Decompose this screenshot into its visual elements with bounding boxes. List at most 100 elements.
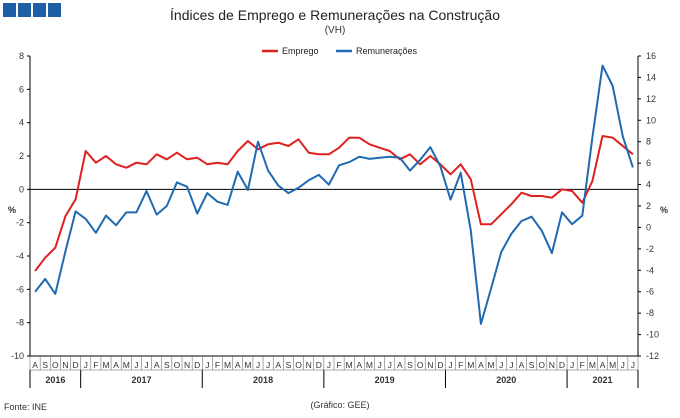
legend-label-emprego: Emprego	[282, 46, 319, 56]
right-tick-label: 16	[646, 51, 656, 61]
month-label: N	[306, 360, 312, 370]
month-label: M	[224, 360, 231, 370]
month-label: M	[589, 360, 596, 370]
logo-block	[18, 3, 31, 17]
left-tick-label: 2	[19, 151, 24, 161]
left-tick-label: -6	[16, 284, 24, 294]
month-label: J	[388, 360, 392, 370]
month-label: J	[256, 360, 260, 370]
month-label: J	[144, 360, 148, 370]
month-label: J	[621, 360, 625, 370]
month-label: J	[570, 360, 574, 370]
left-axis: 8 6 4 2 0 -2 -4 -6 -8 -10	[11, 51, 30, 361]
month-label: A	[235, 360, 241, 370]
month-label: N	[427, 360, 433, 370]
month-label: J	[448, 360, 452, 370]
year-label: 2017	[131, 375, 151, 385]
right-axis-label: %	[660, 205, 668, 215]
month-label: J	[266, 360, 270, 370]
month-label: O	[417, 360, 424, 370]
month-label: O	[538, 360, 545, 370]
month-label: J	[499, 360, 503, 370]
left-tick-label: 8	[19, 51, 24, 61]
month-label: M	[123, 360, 130, 370]
right-tick-label: -2	[646, 244, 654, 254]
month-label: A	[519, 360, 525, 370]
month-label: M	[488, 360, 495, 370]
right-axis: 16 14 12 10 8 6 4 2 0 -2 -4 -6 -8 -10 -12	[638, 51, 659, 361]
right-tick-label: 8	[646, 137, 651, 147]
year-label: 2021	[593, 375, 613, 385]
right-tick-label: -4	[646, 265, 654, 275]
logo-block	[33, 3, 46, 17]
month-label: N	[184, 360, 190, 370]
month-label: M	[467, 360, 474, 370]
left-tick-label: -8	[16, 318, 24, 328]
year-label: 2020	[496, 375, 516, 385]
month-label: J	[84, 360, 88, 370]
right-tick-label: 14	[646, 72, 656, 82]
month-label: D	[437, 360, 443, 370]
logo-blocks	[3, 3, 61, 17]
month-label: O	[52, 360, 59, 370]
left-tick-label: -4	[16, 251, 24, 261]
month-label: A	[397, 360, 403, 370]
right-tick-label: -6	[646, 287, 654, 297]
right-tick-label: 6	[646, 158, 651, 168]
month-label: S	[529, 360, 535, 370]
month-label: S	[407, 360, 413, 370]
right-tick-label: -12	[646, 351, 659, 361]
series-lines	[34, 64, 634, 325]
month-label: J	[509, 360, 513, 370]
year-label: 2018	[253, 375, 273, 385]
month-label: N	[62, 360, 68, 370]
chart-title: Índices de Emprego e Remunerações na Con…	[170, 7, 500, 23]
left-tick-label: 6	[19, 84, 24, 94]
month-label: N	[549, 360, 555, 370]
month-label: D	[194, 360, 200, 370]
month-label: M	[244, 360, 251, 370]
legend: Emprego Remunerações	[262, 46, 418, 56]
month-label: J	[134, 360, 138, 370]
right-tick-label: 2	[646, 201, 651, 211]
left-tick-label: -2	[16, 218, 24, 228]
month-label: J	[631, 360, 635, 370]
month-label: M	[609, 360, 616, 370]
month-label: J	[327, 360, 331, 370]
right-tick-label: -10	[646, 330, 659, 340]
month-label: D	[316, 360, 322, 370]
month-label: A	[113, 360, 119, 370]
month-label: M	[346, 360, 353, 370]
month-label: D	[559, 360, 565, 370]
series-line-remuneracoes	[34, 64, 634, 325]
month-label: F	[336, 360, 341, 370]
left-tick-label: 0	[19, 184, 24, 194]
left-tick-label: 4	[19, 118, 24, 128]
month-label: M	[366, 360, 373, 370]
month-label: J	[377, 360, 381, 370]
month-label: A	[600, 360, 606, 370]
month-label: S	[42, 360, 48, 370]
right-tick-label: -8	[646, 308, 654, 318]
right-tick-label: 10	[646, 115, 656, 125]
month-label: A	[275, 360, 281, 370]
month-label: J	[205, 360, 209, 370]
month-label: M	[102, 360, 109, 370]
logo-block	[3, 3, 16, 17]
month-label: A	[478, 360, 484, 370]
month-label: O	[174, 360, 181, 370]
month-label: A	[32, 360, 38, 370]
month-label: F	[458, 360, 463, 370]
legend-label-remuneracoes: Remunerações	[356, 46, 418, 56]
month-label: A	[356, 360, 362, 370]
month-label: F	[215, 360, 220, 370]
left-tick-label: -10	[11, 351, 24, 361]
chart-subtitle: (VH)	[325, 25, 346, 36]
month-label: F	[580, 360, 585, 370]
month-label: S	[286, 360, 292, 370]
series-line-emprego	[34, 135, 634, 272]
month-label: A	[154, 360, 160, 370]
right-tick-label: 4	[646, 180, 651, 190]
